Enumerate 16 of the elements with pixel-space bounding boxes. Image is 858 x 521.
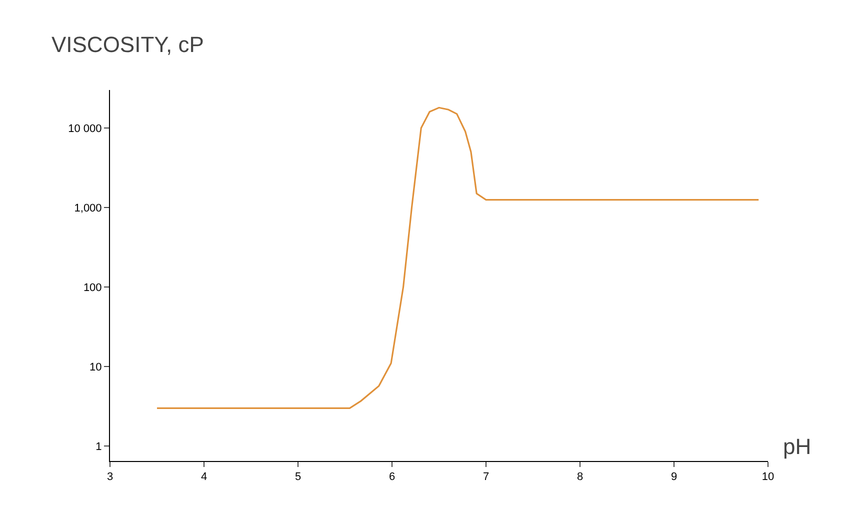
y-tick-label: 100 (83, 282, 102, 294)
line-series (156, 106, 760, 409)
y-tick-label: 1 (96, 440, 102, 453)
y-tick-label: 10 (90, 361, 102, 374)
x-tick-label: 3 (106, 471, 114, 484)
y-tick-label: 10 000 (68, 122, 102, 135)
x-tick-label: 5 (294, 471, 302, 484)
x-tick-label: 10 (762, 471, 774, 484)
x-tick-label: 6 (388, 471, 396, 484)
x-tick-label: 9 (670, 471, 678, 484)
chart-title: VISCOSITY, cP (51, 32, 204, 57)
x-tick-label: 7 (482, 471, 490, 484)
x-tick-label: 4 (200, 471, 208, 484)
x-tick-label: 8 (576, 471, 584, 484)
y-tick-label: 1,000 (74, 202, 102, 214)
x-axis-title: pH (783, 434, 812, 459)
